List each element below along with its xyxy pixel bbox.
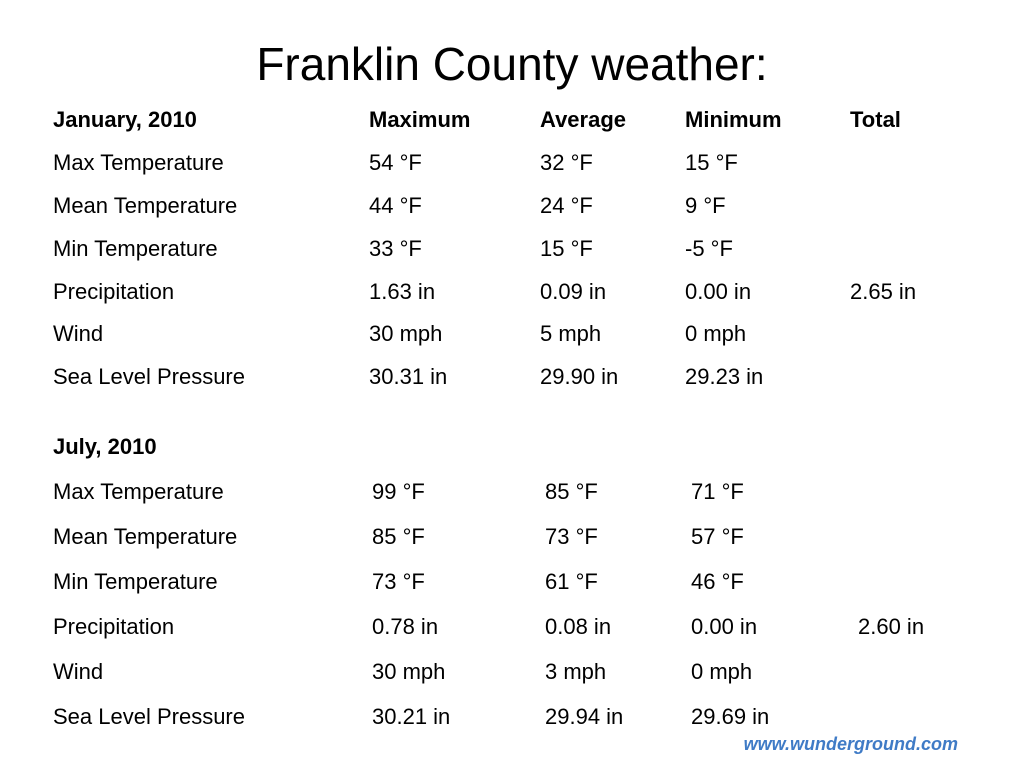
cell-minimum: -5 °F — [685, 236, 733, 261]
cell-maximum: 30.21 in — [372, 704, 451, 729]
cell-average: 85 °F — [545, 479, 598, 504]
cell-average: 29.94 in — [545, 704, 624, 729]
cell-maximum: 85 °F — [372, 524, 425, 549]
row-label: Sea Level Pressure — [53, 364, 245, 389]
cell-maximum: 44 °F — [369, 193, 422, 218]
january-header-average: Average — [540, 107, 627, 132]
cell-minimum: 0 mph — [691, 659, 753, 684]
july-header-period: July, 2010 — [53, 434, 157, 459]
january-header-row: January, 2010 Maximum Average Minimum To… — [0, 100, 1024, 140]
table-row: Min Temperature 33 °F 15 °F -5 °F — [0, 229, 1024, 269]
cell-minimum: 0 mph — [685, 321, 747, 346]
cell-minimum: 9 °F — [685, 193, 726, 218]
table-row: Sea Level Pressure 30.21 in 29.94 in 29.… — [0, 697, 1024, 737]
cell-maximum: 30 mph — [372, 659, 446, 684]
table-row: Max Temperature 54 °F 32 °F 15 °F — [0, 143, 1024, 183]
row-label: Min Temperature — [53, 569, 218, 594]
january-header-maximum: Maximum — [369, 107, 471, 132]
source-link[interactable]: www.wunderground.com — [743, 734, 958, 754]
row-label: Wind — [53, 321, 104, 346]
cell-average: 29.90 in — [540, 364, 619, 389]
cell-average: 0.09 in — [540, 279, 607, 304]
cell-average: 32 °F — [540, 150, 593, 175]
cell-maximum: 30.31 in — [369, 364, 448, 389]
row-label: Precipitation — [53, 279, 175, 304]
row-label: Min Temperature — [53, 236, 218, 261]
cell-maximum: 30 mph — [369, 321, 443, 346]
row-label: Max Temperature — [53, 150, 224, 175]
july-header-row: July, 2010 — [0, 427, 1024, 467]
cell-average: 15 °F — [540, 236, 593, 261]
table-row: Wind 30 mph 3 mph 0 mph — [0, 652, 1024, 692]
cell-maximum: 0.78 in — [372, 614, 439, 639]
cell-minimum: 15 °F — [685, 150, 738, 175]
table-row: Max Temperature 99 °F 85 °F 71 °F — [0, 472, 1024, 512]
cell-average: 0.08 in — [545, 614, 612, 639]
row-label: Max Temperature — [53, 479, 224, 504]
cell-maximum: 73 °F — [372, 569, 425, 594]
row-label: Wind — [53, 659, 104, 684]
cell-average: 73 °F — [545, 524, 598, 549]
table-row: Wind 30 mph 5 mph 0 mph — [0, 314, 1024, 354]
table-row: Sea Level Pressure 30.31 in 29.90 in 29.… — [0, 357, 1024, 397]
cell-maximum: 33 °F — [369, 236, 422, 261]
table-row: Min Temperature 73 °F 61 °F 46 °F — [0, 562, 1024, 602]
january-header-period: January, 2010 — [53, 107, 197, 132]
row-label: Mean Temperature — [53, 524, 238, 549]
cell-minimum: 29.23 in — [685, 364, 764, 389]
cell-total: 2.60 in — [858, 614, 925, 639]
cell-maximum: 54 °F — [369, 150, 422, 175]
table-row: Mean Temperature 85 °F 73 °F 57 °F — [0, 517, 1024, 557]
cell-maximum: 1.63 in — [369, 279, 436, 304]
cell-minimum: 0.00 in — [691, 614, 758, 639]
january-header-total: Total — [850, 107, 901, 132]
table-row: Mean Temperature 44 °F 24 °F 9 °F — [0, 186, 1024, 226]
table-row: Precipitation 0.78 in 0.08 in 0.00 in 2.… — [0, 607, 1024, 647]
cell-total: 2.65 in — [850, 279, 917, 304]
cell-minimum: 0.00 in — [685, 279, 752, 304]
row-label: Precipitation — [53, 614, 175, 639]
cell-minimum: 71 °F — [691, 479, 744, 504]
cell-average: 5 mph — [540, 321, 602, 346]
cell-average: 3 mph — [545, 659, 607, 684]
cell-maximum: 99 °F — [372, 479, 425, 504]
cell-minimum: 46 °F — [691, 569, 744, 594]
table-row: Precipitation 1.63 in 0.09 in 0.00 in 2.… — [0, 272, 1024, 312]
row-label: Sea Level Pressure — [53, 704, 245, 729]
row-label: Mean Temperature — [53, 193, 238, 218]
cell-average: 61 °F — [545, 569, 598, 594]
slide-title: Franklin County weather: — [256, 38, 768, 90]
january-header-minimum: Minimum — [685, 107, 782, 132]
cell-minimum: 29.69 in — [691, 704, 770, 729]
cell-average: 24 °F — [540, 193, 593, 218]
cell-minimum: 57 °F — [691, 524, 744, 549]
